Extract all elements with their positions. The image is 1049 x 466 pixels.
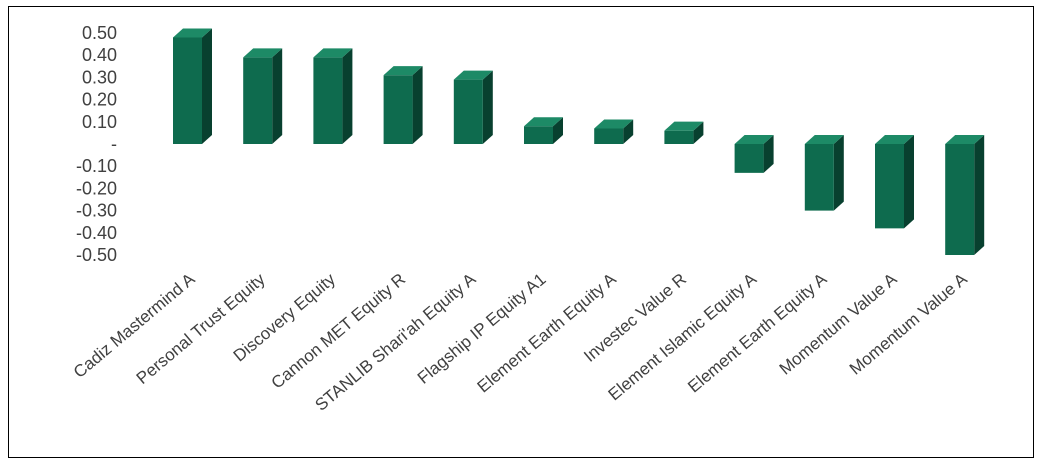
bar-top bbox=[804, 135, 844, 144]
x-category-label: Momentum Value A bbox=[846, 269, 971, 379]
bar-side bbox=[412, 66, 423, 144]
bar-top bbox=[945, 135, 985, 144]
y-tick-label: -0.30 bbox=[76, 201, 117, 221]
bar-side bbox=[623, 119, 634, 144]
bar-top bbox=[313, 48, 353, 58]
bar-front bbox=[383, 75, 413, 144]
bar-front bbox=[804, 144, 834, 211]
x-category-label: Cannon MET Equity R bbox=[268, 270, 410, 393]
bar-front bbox=[664, 130, 694, 144]
bar-side bbox=[553, 117, 563, 144]
x-category-label: Flagship IP Equity A1 bbox=[414, 270, 550, 388]
bar-top bbox=[594, 119, 634, 129]
bar-top bbox=[664, 121, 704, 131]
y-tick-label: 0.20 bbox=[82, 90, 117, 110]
bar bbox=[313, 48, 353, 144]
bar-front bbox=[243, 57, 273, 144]
bar-top bbox=[524, 117, 563, 127]
bar-top bbox=[453, 70, 493, 80]
bar-front bbox=[594, 128, 624, 144]
bar-side bbox=[482, 70, 493, 144]
bar bbox=[383, 66, 423, 144]
bar bbox=[594, 119, 634, 144]
bar-top bbox=[383, 66, 423, 76]
bar bbox=[243, 48, 283, 144]
bar-side bbox=[272, 48, 283, 144]
bar-side bbox=[974, 135, 985, 255]
x-category-label: Personal Trust Equity bbox=[133, 269, 269, 388]
bar-front bbox=[524, 126, 553, 144]
bar bbox=[945, 135, 985, 255]
bar-front bbox=[173, 37, 202, 144]
bar-top bbox=[173, 28, 212, 38]
y-tick-label: -0.50 bbox=[76, 245, 117, 265]
bar bbox=[173, 28, 212, 144]
y-tick-label: 0.50 bbox=[82, 23, 117, 43]
bar-top bbox=[875, 135, 914, 144]
bar-side bbox=[693, 121, 704, 144]
bar-front bbox=[453, 79, 483, 144]
y-tick-label: -0.10 bbox=[76, 156, 117, 176]
y-axis-tick-labels: 0.500.400.30 0.200.10--0.10-0.20 -0.30-0.4… bbox=[76, 23, 117, 265]
bar bbox=[524, 117, 563, 144]
x-category-label: Cadiz Mastermind A bbox=[70, 269, 199, 382]
x-category-label: Element Earth Equity A bbox=[684, 269, 831, 396]
bar-side bbox=[202, 28, 212, 144]
x-category-label: Momentum Value A bbox=[776, 269, 901, 379]
y-tick-label: 0.10 bbox=[82, 112, 117, 132]
bar bbox=[734, 135, 774, 173]
y-tick-label: 0.40 bbox=[82, 45, 117, 65]
bar-side bbox=[833, 135, 844, 211]
bar-top bbox=[243, 48, 283, 58]
chart-frame bbox=[8, 6, 1034, 458]
bar-top bbox=[734, 135, 774, 144]
y-tick-label: -0.40 bbox=[76, 223, 117, 243]
x-category-label: Element Earth Equity A bbox=[474, 269, 621, 396]
bars bbox=[173, 28, 985, 255]
bar-side bbox=[763, 135, 774, 173]
bar-side bbox=[342, 48, 353, 144]
bar-front bbox=[313, 57, 343, 144]
y-tick-label: 0.30 bbox=[82, 67, 117, 87]
bar-front bbox=[734, 144, 764, 173]
bar-front bbox=[945, 144, 975, 255]
bar bbox=[664, 121, 704, 144]
bar bbox=[875, 135, 914, 229]
bar bbox=[453, 70, 493, 144]
y-tick-label: -0.20 bbox=[76, 178, 117, 198]
bar bbox=[804, 135, 844, 211]
bar-side bbox=[904, 135, 914, 229]
bar-front bbox=[875, 144, 904, 229]
y-tick-label: - bbox=[111, 134, 117, 154]
